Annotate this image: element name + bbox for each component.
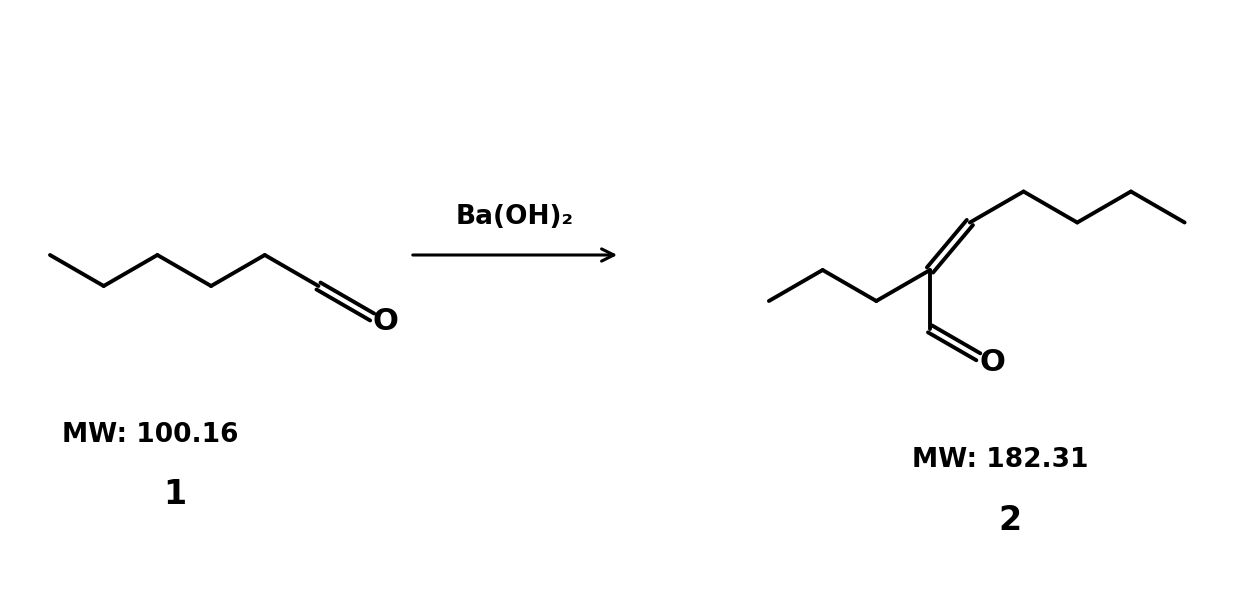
Text: O: O [372,308,398,337]
Text: MW: 182.31: MW: 182.31 [911,447,1089,473]
Text: 2: 2 [998,504,1022,536]
Text: O: O [980,348,1006,377]
Text: Ba(OH)₂: Ba(OH)₂ [456,204,574,230]
Text: 1: 1 [164,479,186,511]
Text: MW: 100.16: MW: 100.16 [62,422,238,448]
